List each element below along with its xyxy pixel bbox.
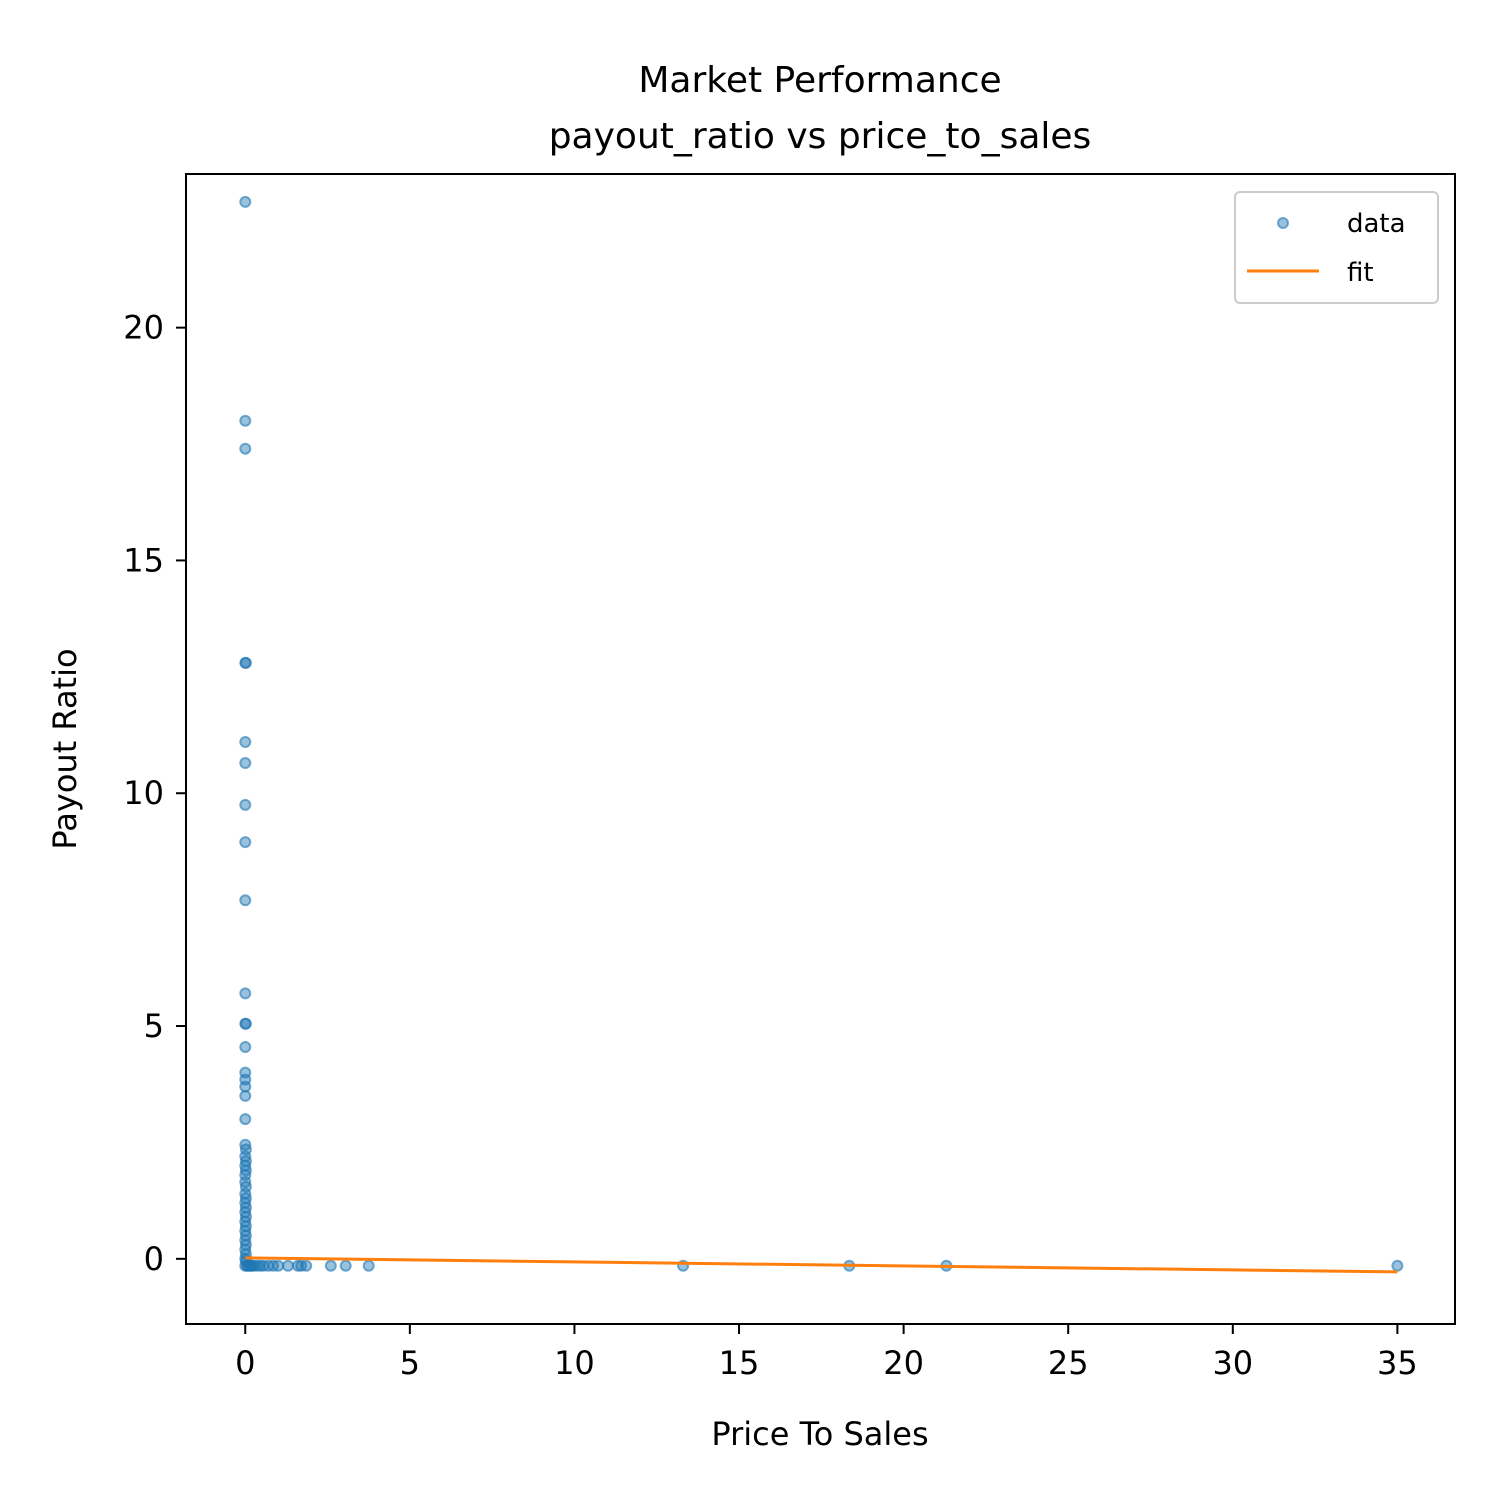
data-point — [272, 1259, 285, 1272]
legend-data-marker — [1277, 217, 1289, 229]
y-tick-label: 10 — [123, 774, 164, 812]
x-tick-label: 10 — [554, 1344, 595, 1382]
data-point — [324, 1259, 337, 1272]
data-point — [239, 836, 252, 849]
legend-fit-label: fit — [1347, 258, 1374, 288]
x-tick-label: 0 — [235, 1344, 255, 1382]
data-point — [239, 798, 252, 811]
x-tick-label: 30 — [1212, 1344, 1253, 1382]
data-point — [362, 1259, 375, 1272]
data-point — [239, 894, 252, 907]
x-tick-label: 20 — [883, 1344, 924, 1382]
x-tick-label: 35 — [1377, 1344, 1418, 1382]
data-point — [239, 1017, 252, 1030]
x-tick-label: 5 — [400, 1344, 420, 1382]
data-point — [239, 1041, 252, 1053]
data-point — [339, 1259, 352, 1272]
data-point — [239, 656, 252, 669]
axes-frame — [185, 173, 1456, 1325]
chart-title: Market Performance — [638, 60, 1001, 101]
data-point — [282, 1259, 294, 1272]
chart-subtitle: payout_ratio vs price_to_sales — [549, 116, 1092, 157]
legend: data fit — [1234, 191, 1439, 304]
y-axis-label: Payout Ratio — [46, 648, 84, 849]
data-point — [239, 987, 252, 1000]
data-point — [300, 1259, 313, 1272]
data-point — [1391, 1259, 1404, 1272]
x-axis-ticks: 0 5 10 15 20 25 30 35 — [235, 1324, 1418, 1382]
x-tick-label: 15 — [719, 1344, 760, 1382]
y-tick-label: 0 — [144, 1240, 164, 1278]
data-point — [239, 195, 252, 208]
plot-area — [239, 195, 1404, 1274]
y-tick-label: 15 — [123, 541, 164, 579]
legend-frame — [1234, 191, 1439, 304]
y-axis-ticks: 0 5 10 15 20 — [123, 309, 186, 1278]
y-tick-label: 20 — [123, 309, 164, 347]
data-point — [239, 736, 252, 748]
x-axis-label: Price To Sales — [711, 1415, 928, 1453]
data-point — [239, 442, 252, 455]
legend-data-label: data — [1347, 209, 1406, 239]
y-tick-label: 5 — [144, 1007, 164, 1045]
data-point — [239, 414, 252, 427]
data-point — [239, 1113, 252, 1126]
x-tick-label: 25 — [1048, 1344, 1089, 1382]
data-point — [239, 757, 252, 769]
data-point — [239, 1089, 252, 1102]
fit-line — [245, 1256, 1398, 1274]
